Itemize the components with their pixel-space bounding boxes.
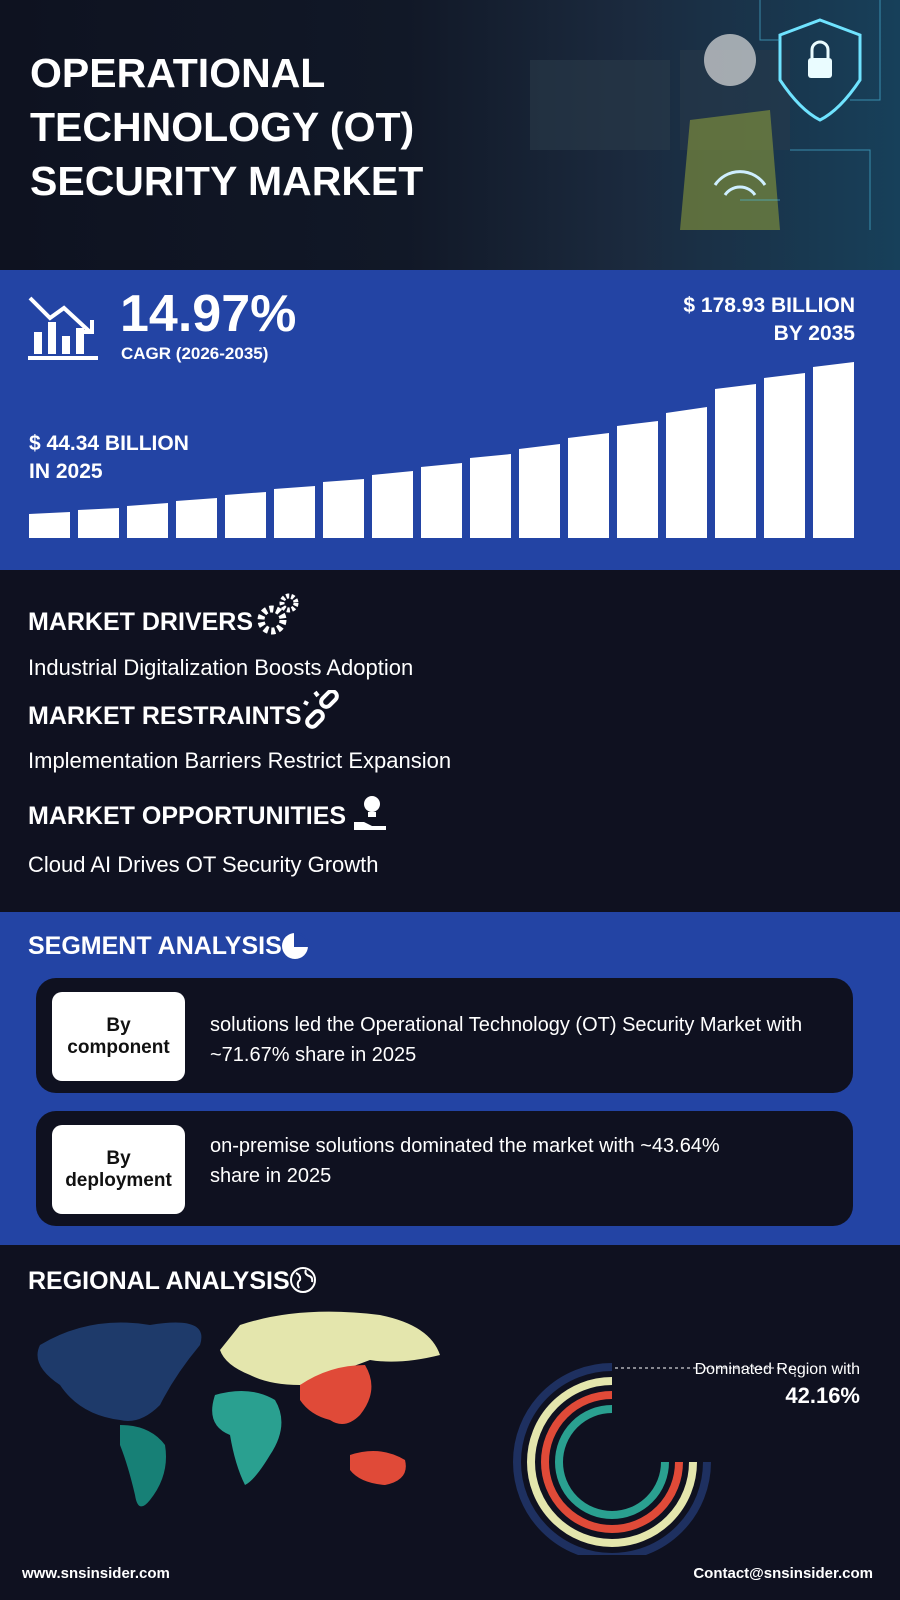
header: OPERATIONAL TECHNOLOGY (OT) SECURITY MAR… [0, 0, 900, 270]
region-share: 42.16% [785, 1383, 860, 1408]
segment-label: By component [52, 992, 185, 1081]
pie-icon [282, 931, 310, 959]
segment-label: By deployment [52, 1125, 185, 1214]
ring-chart [513, 1363, 711, 1555]
cagr-value: 14.97% [120, 285, 297, 343]
broken-link-icon [303, 690, 339, 729]
start-amount: $ 44.34 BILLION [29, 432, 189, 455]
gear-icon [257, 593, 299, 635]
restraints-text: Implementation Barriers Restrict Expansi… [28, 748, 452, 773]
end-year: BY 2035 [773, 322, 855, 345]
drivers-text: Industrial Digitalization Boosts Adoptio… [28, 655, 414, 680]
drivers-heading: MARKET DRIVERS [28, 608, 254, 636]
world-map [37, 1311, 440, 1507]
opportunities-heading: MARKET OPPORTUNITIES [28, 802, 347, 830]
insights-section: MARKET DRIVERS Industrial Digitalization… [0, 570, 900, 912]
growth-bars [29, 362, 854, 538]
growth-section: 14.97% CAGR (2026-2035) $ 178.93 BILLION… [0, 270, 900, 570]
regional-section: REGIONAL ANALYSIS Dominated Region with … [0, 1245, 900, 1600]
cagr-label: CAGR (2026-2035) [121, 344, 269, 363]
header-image [530, 0, 881, 230]
end-value: $ 178.93 BILLION BY 2035 [683, 292, 855, 348]
idea-icon [354, 796, 386, 830]
title: OPERATIONAL TECHNOLOGY (OT) SECURITY MAR… [30, 50, 424, 204]
end-amount: $ 178.93 BILLION [683, 294, 855, 317]
chart-icon [28, 296, 98, 360]
opportunities-text: Cloud AI Drives OT Security Growth [28, 852, 379, 877]
restraints-heading: MARKET RESTRAINTS [28, 702, 302, 730]
pointer [615, 1367, 796, 1377]
region-note: Dominated Region with [694, 1361, 860, 1378]
start-year: IN 2025 [29, 460, 103, 483]
segment-text: solutions led the Operational Technology… [210, 1014, 803, 1066]
segment-card: By deployment on-premise solutions domin… [36, 1111, 853, 1226]
globe-icon [290, 1267, 316, 1293]
start-value: $ 44.34 BILLION IN 2025 [29, 430, 189, 486]
regional-graphics [37, 1311, 796, 1555]
contact: Contact@snsinsider.com [693, 1565, 873, 1582]
segment-card: By component solutions led the Operation… [36, 978, 853, 1093]
dominant-region: Dominated Region with 42.16% [660, 1357, 860, 1412]
website: www.snsinsider.com [22, 1565, 170, 1582]
regional-heading: REGIONAL ANALYSIS [28, 1267, 290, 1295]
segment-section: SEGMENT ANALYSIS By component solutions … [0, 912, 900, 1245]
segment-heading: SEGMENT ANALYSIS [28, 932, 282, 960]
segment-text: on-premise solutions dominated the marke… [210, 1135, 720, 1187]
